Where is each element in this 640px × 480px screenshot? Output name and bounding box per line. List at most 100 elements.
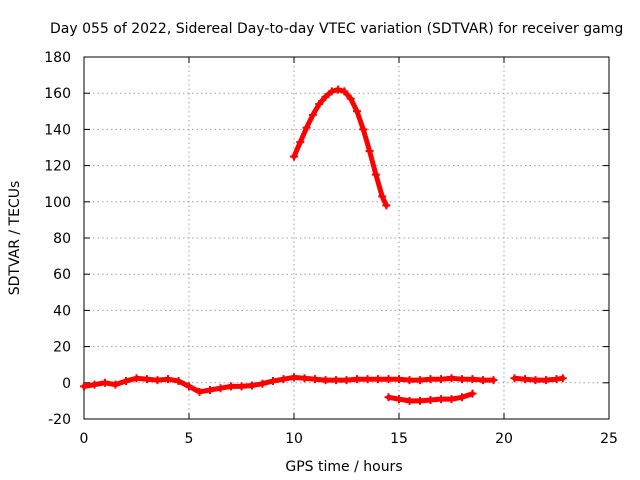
data-series — [80, 85, 567, 405]
data-point — [363, 375, 372, 384]
data-point — [531, 376, 540, 385]
data-point — [195, 387, 204, 396]
data-point — [395, 375, 403, 384]
data-point — [332, 376, 340, 385]
data-point — [315, 100, 324, 109]
data-point — [374, 375, 382, 384]
data-point — [426, 375, 435, 384]
data-point — [447, 374, 456, 383]
data-point — [447, 395, 456, 404]
data-point — [206, 386, 214, 395]
data-point — [185, 382, 193, 391]
x-axis-label: GPS time / hours — [285, 459, 402, 475]
y-axis-label: SDTVAR / TECUs — [7, 181, 23, 296]
data-point — [258, 379, 267, 388]
data-point — [269, 376, 277, 385]
y-tick-label: 20 — [53, 340, 71, 356]
data-point — [426, 395, 435, 404]
data-point — [346, 94, 355, 103]
data-point — [378, 192, 387, 201]
data-point — [510, 374, 519, 383]
y-tick-label: 60 — [53, 267, 71, 283]
y-tick-label: 180 — [44, 50, 71, 66]
y-tick-label: 120 — [44, 159, 71, 175]
data-point — [216, 384, 225, 393]
data-point — [458, 393, 466, 402]
x-tick-label: 5 — [185, 431, 194, 447]
y-tick-label: -20 — [48, 412, 71, 428]
data-point — [468, 389, 477, 398]
data-point — [227, 382, 235, 391]
data-point — [132, 374, 141, 383]
data-point — [342, 376, 351, 385]
y-tick-label: 100 — [44, 195, 71, 211]
data-point — [416, 376, 424, 385]
series-late-trace — [510, 374, 567, 385]
x-tick-label: 10 — [285, 431, 303, 447]
x-tick-label: 15 — [390, 431, 408, 447]
data-point — [479, 376, 487, 385]
data-point — [384, 393, 393, 402]
grid — [84, 57, 609, 419]
data-point — [321, 376, 330, 385]
data-point — [395, 395, 403, 404]
data-point — [359, 125, 368, 134]
data-point — [122, 376, 130, 385]
data-point — [308, 110, 317, 119]
data-point — [542, 376, 550, 385]
series-near-zero-trace — [80, 373, 498, 396]
data-point — [80, 382, 88, 391]
data-point — [353, 375, 361, 384]
data-point — [353, 107, 361, 116]
data-point — [340, 87, 349, 96]
data-point — [521, 375, 529, 384]
data-point — [437, 395, 445, 404]
data-point — [405, 396, 414, 405]
data-point — [437, 375, 445, 384]
axis-ticks: 0 5 10 15 20 25 -20 0 20 40 60 80 100 120 140 160 180 — [44, 50, 618, 447]
data-point — [90, 380, 99, 389]
data-point — [153, 376, 162, 385]
data-point — [558, 374, 567, 383]
data-point — [111, 380, 120, 389]
y-tick-label: 140 — [44, 122, 71, 138]
series-arc — [290, 85, 391, 210]
data-point — [279, 375, 288, 384]
data-point — [302, 123, 311, 132]
data-point — [468, 375, 477, 384]
data-point — [237, 382, 246, 391]
y-tick-label: 160 — [44, 86, 71, 102]
data-point — [311, 375, 319, 384]
y-tick-label: 80 — [53, 231, 71, 247]
chart-title: Day 055 of 2022, Sidereal Day-to-day VTE… — [50, 21, 623, 37]
data-point — [164, 375, 172, 384]
data-point — [384, 375, 393, 384]
series-negative-trace — [384, 389, 477, 405]
data-point — [371, 170, 380, 179]
data-point — [458, 375, 466, 384]
data-point — [405, 376, 414, 385]
data-point — [327, 87, 336, 96]
data-point — [300, 374, 309, 383]
data-point — [290, 373, 298, 382]
data-point — [382, 201, 391, 210]
x-tick-label: 20 — [495, 431, 513, 447]
data-point — [101, 378, 109, 387]
data-point — [416, 396, 424, 405]
data-point — [174, 376, 183, 385]
data-point — [489, 376, 498, 385]
data-point — [334, 85, 343, 94]
series-trace — [81, 374, 496, 395]
data-point — [143, 375, 151, 384]
data-point — [321, 92, 330, 101]
y-tick-label: 40 — [53, 303, 71, 319]
data-point — [248, 381, 256, 390]
y-tick-label: 0 — [62, 376, 71, 392]
data-point — [296, 138, 305, 147]
x-tick-label: 0 — [80, 431, 89, 447]
data-point — [365, 147, 374, 156]
x-tick-label: 25 — [600, 431, 618, 447]
data-point — [290, 152, 298, 161]
